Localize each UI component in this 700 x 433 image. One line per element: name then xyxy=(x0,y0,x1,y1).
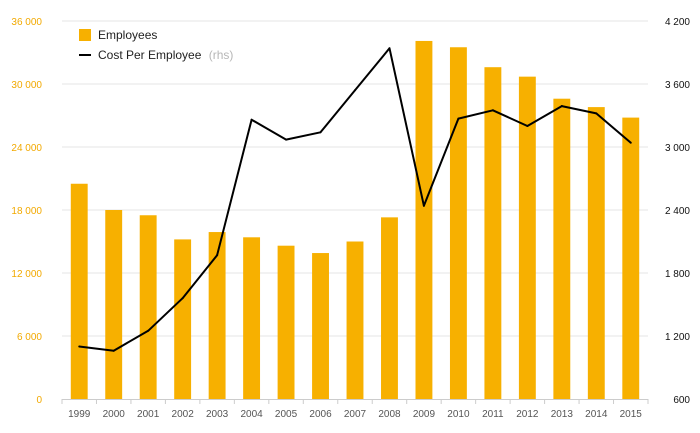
point-cost-per-employee-2002 xyxy=(181,297,184,300)
legend-label-cost-per-employee: Cost Per Employee (rhs) xyxy=(98,48,233,62)
bar-employees-2007 xyxy=(346,241,364,399)
point-cost-per-employee-2005 xyxy=(285,138,288,141)
x-tick-label-2014: 2014 xyxy=(585,409,608,420)
bar-employees-2001 xyxy=(139,215,157,399)
legend-label-cost-name: Cost Per Employee xyxy=(98,48,202,62)
y-left-tick-label: 0 xyxy=(36,395,42,406)
point-cost-per-employee-1999 xyxy=(78,345,81,348)
y-right-tick-label: 1 200 xyxy=(665,332,690,343)
x-axis: 1999 2000 2001 2002 2003 2004 2005 2006 2007 2008… xyxy=(61,399,649,420)
x-tick-label-2010: 2010 xyxy=(447,409,470,420)
x-tick-label-2004: 2004 xyxy=(240,409,263,420)
y-left-tick-label: 36 000 xyxy=(11,17,42,28)
x-tick-label-2001: 2001 xyxy=(137,409,160,420)
x-tick-label-2011: 2011 xyxy=(482,409,504,420)
legend-swatch-employees xyxy=(79,29,91,41)
bar-employees-2015 xyxy=(622,117,640,399)
point-cost-per-employee-2012 xyxy=(526,125,529,127)
y-left-tick-label: 12 000 xyxy=(11,269,42,280)
x-tick-label-2003: 2003 xyxy=(206,409,229,420)
point-cost-per-employee-2004 xyxy=(250,118,253,121)
bar-employees-2008 xyxy=(381,217,398,399)
bar-employees-2006 xyxy=(312,253,329,399)
point-cost-per-employee-2010 xyxy=(457,117,460,120)
bar-employees-2005 xyxy=(277,245,295,399)
y-left-tick-label: 24 000 xyxy=(11,143,42,154)
point-cost-per-employee-2011 xyxy=(491,109,494,112)
x-tick-label-2008: 2008 xyxy=(378,409,401,420)
x-tick-label-2006: 2006 xyxy=(309,409,332,420)
x-tick-label-1999: 1999 xyxy=(68,409,91,420)
y-left-tick-label: 6 000 xyxy=(17,332,42,343)
point-cost-per-employee-2001 xyxy=(147,329,150,332)
point-cost-per-employee-2009 xyxy=(422,204,425,207)
bar-employees-2014 xyxy=(587,107,605,399)
x-tick-label-2012: 2012 xyxy=(516,409,539,420)
y-right-tick-label: 3 000 xyxy=(665,143,690,154)
bar-employees-2003 xyxy=(208,232,226,399)
right-axis: 600 1 200 1 800 2 400 3 000 3 600 4 200 xyxy=(665,17,690,406)
cost-line-layer xyxy=(78,47,632,352)
x-tick-label-2002: 2002 xyxy=(172,409,195,420)
bar-employees-2004 xyxy=(243,237,261,399)
bar-employees-2012 xyxy=(518,76,536,400)
bar-employees-2000 xyxy=(105,210,123,399)
point-cost-per-employee-2013 xyxy=(560,105,563,108)
point-cost-per-employee-2008 xyxy=(388,47,391,50)
x-tick-label-2000: 2000 xyxy=(103,409,126,420)
point-cost-per-employee-2015 xyxy=(629,141,632,144)
y-left-tick-label: 18 000 xyxy=(11,206,42,217)
bar-employees-2010 xyxy=(449,47,467,399)
y-right-tick-label: 2 400 xyxy=(665,206,690,217)
point-cost-per-employee-2006 xyxy=(319,131,322,134)
x-tick-label-2015: 2015 xyxy=(620,409,643,420)
y-left-tick-label: 30 000 xyxy=(11,80,42,91)
bar-employees-2009 xyxy=(415,40,433,399)
bar-employees-2011 xyxy=(484,67,502,399)
point-cost-per-employee-2007 xyxy=(354,89,356,92)
left-axis: 0 6 000 12 000 18 000 24 000 30 000 36 000 xyxy=(11,17,42,406)
point-cost-per-employee-2000 xyxy=(112,349,115,352)
x-tick-label-2013: 2013 xyxy=(551,409,574,420)
x-tick-label-2005: 2005 xyxy=(275,409,298,420)
point-cost-per-employee-2014 xyxy=(595,112,598,115)
x-tick-label-2007: 2007 xyxy=(344,409,367,420)
employee-bars xyxy=(70,40,640,400)
gridlines xyxy=(62,20,648,337)
bar-employees-2002 xyxy=(174,239,192,399)
y-right-tick-label: 1 800 xyxy=(665,269,690,280)
x-tick-label-2009: 2009 xyxy=(413,409,436,420)
y-right-tick-label: 600 xyxy=(673,395,690,406)
y-right-tick-label: 4 200 xyxy=(665,17,690,28)
legend: Employees Cost Per Employee (rhs) xyxy=(79,28,233,62)
bar-employees-2013 xyxy=(553,98,571,399)
y-right-tick-label: 3 600 xyxy=(665,80,690,91)
legend-label-employees: Employees xyxy=(98,28,157,42)
legend-label-cost-suffix: (rhs) xyxy=(209,48,234,62)
point-cost-per-employee-2003 xyxy=(216,254,219,257)
bar-employees-1999 xyxy=(70,183,88,399)
